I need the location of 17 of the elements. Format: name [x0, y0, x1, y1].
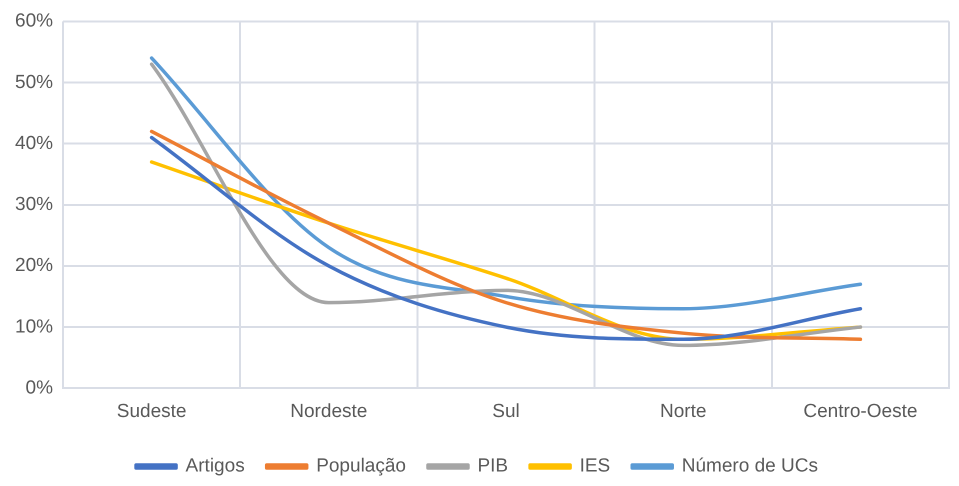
- legend-label: População: [316, 456, 406, 477]
- legend-label: IES: [580, 456, 610, 477]
- y-tick-label: 50%: [14, 72, 54, 93]
- x-tick-label: Centro-Oeste: [803, 400, 918, 422]
- x-tick-label: Sudeste: [116, 400, 186, 422]
- legend-label: PIB: [477, 456, 508, 477]
- y-tick-label: 20%: [14, 255, 54, 276]
- x-tick-label: Norte: [660, 400, 706, 422]
- y-tick-label: 30%: [14, 194, 54, 216]
- y-tick-label: 0%: [26, 377, 54, 398]
- x-tick-label: Nordeste: [290, 400, 368, 422]
- x-tick-label: Sul: [492, 400, 520, 422]
- legend-label: Número de UCs: [682, 456, 818, 477]
- y-tick-label: 60%: [14, 10, 54, 32]
- y-tick-label: 40%: [14, 132, 54, 154]
- y-tick-label: 10%: [14, 316, 54, 338]
- legend-label: Artigos: [186, 456, 245, 477]
